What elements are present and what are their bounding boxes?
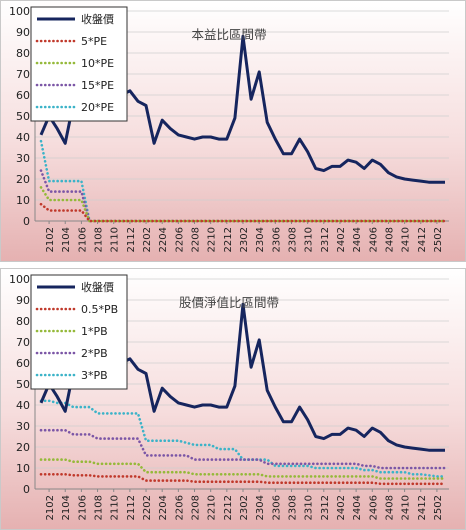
legend-box (30, 274, 128, 390)
x-tick-label: 2406 (368, 495, 379, 520)
x-tick-label: 2110 (110, 495, 121, 520)
x-tick-label: 2402 (336, 495, 347, 520)
y-tick-label: 20 (16, 441, 30, 454)
x-tick-label: 2412 (417, 227, 428, 252)
pb-band-chart: 0 10 20 30 40 50 60 70 80 90 100 2102 2104 2106 2108 21… (1, 269, 465, 529)
y-tick-label: 80 (16, 315, 30, 328)
y-tick-label: 20 (16, 173, 30, 186)
legend-label: 收盤價 (81, 280, 114, 294)
x-tick-label: 2206 (174, 227, 185, 252)
x-tick-label: 2404 (352, 227, 363, 252)
x-tick-label: 2112 (126, 227, 137, 252)
x-tick-label: 2406 (368, 227, 379, 252)
x-tick-label: 2302 (239, 227, 250, 252)
x-tick-label: 2210 (207, 495, 218, 520)
x-tick-label: 2306 (271, 495, 282, 520)
y-tick-label: 90 (16, 294, 30, 307)
legend-label: 5*PE (81, 35, 107, 48)
x-tick-label: 2102 (45, 495, 56, 520)
x-tick-label: 2308 (287, 495, 298, 520)
legend-label: 0.5*PB (81, 303, 118, 316)
x-tick-label: 2212 (223, 495, 234, 520)
pe-band-chart-panel: 0 10 20 30 40 50 60 70 80 90 100 2102 2104 2106 2108 21… (0, 0, 466, 262)
x-tick-label: 2210 (207, 227, 218, 252)
legend-label: 10*PE (81, 57, 114, 70)
legend-label: 20*PE (81, 101, 114, 114)
x-tick-label: 2410 (401, 495, 412, 520)
x-tick-label: 2312 (320, 495, 331, 520)
series-line (39, 399, 447, 478)
series-line (39, 202, 447, 223)
x-tick-label: 2312 (320, 227, 331, 252)
y-tick-label: 50 (16, 378, 30, 391)
x-tick-label: 2102 (45, 227, 56, 252)
y-tick-label: 40 (16, 131, 30, 144)
pb-band-chart-panel: 0 10 20 30 40 50 60 70 80 90 100 2102 2104 2106 2108 21… (0, 268, 466, 530)
x-tick-label: 2104 (61, 495, 72, 520)
y-tick-label: 60 (16, 89, 30, 102)
y-tick-label: 0 (23, 483, 30, 496)
series-line (39, 428, 447, 470)
x-tick-label: 2304 (255, 495, 266, 520)
y-tick-label: 70 (16, 68, 30, 81)
y-tick-label: 30 (16, 420, 30, 433)
x-tick-label: 2304 (255, 227, 266, 252)
x-tick-label: 2502 (433, 495, 444, 520)
x-tick-label: 2110 (110, 227, 121, 252)
x-tick-label: 2204 (158, 495, 169, 520)
y-tick-label: 90 (16, 26, 30, 39)
chart-title: 本益比區間帶 (191, 27, 266, 42)
x-tick-label: 2208 (191, 495, 202, 520)
x-tick-label: 2106 (77, 227, 88, 252)
x-tick-label: 2402 (336, 227, 347, 252)
x-tick-label: 2408 (384, 227, 395, 252)
x-tick-label: 2202 (142, 495, 153, 520)
y-tick-label: 50 (16, 110, 30, 123)
y-tick-label: 100 (9, 273, 30, 286)
y-tick-label: 30 (16, 152, 30, 165)
y-tick-label: 70 (16, 336, 30, 349)
pe-band-chart: 0 10 20 30 40 50 60 70 80 90 100 2102 2104 2106 2108 21… (1, 1, 465, 261)
x-tick-label: 2404 (352, 495, 363, 520)
x-tick-label: 2112 (126, 495, 137, 520)
x-tick-label: 2412 (417, 495, 428, 520)
legend-label: 1*PB (81, 325, 108, 338)
x-tick-label: 2308 (287, 227, 298, 252)
chart-title: 股價淨值比區間帶 (179, 295, 279, 310)
y-tick-label: 10 (16, 194, 30, 207)
legend-label: 15*PE (81, 79, 114, 92)
x-tick-label: 2106 (77, 495, 88, 520)
series-line (39, 458, 447, 480)
x-tick-label: 2104 (61, 227, 72, 252)
x-tick-label: 2310 (304, 495, 315, 520)
x-tick-label: 2502 (433, 227, 444, 252)
x-tick-label: 2108 (94, 227, 105, 252)
y-tick-label: 0 (23, 215, 30, 228)
legend-label: 收盤價 (81, 12, 114, 26)
x-tick-label: 2408 (384, 495, 395, 520)
y-tick-label: 10 (16, 462, 30, 475)
y-tick-label: 40 (16, 399, 30, 412)
x-tick-label: 2208 (191, 227, 202, 252)
x-tick-label: 2206 (174, 495, 185, 520)
x-tick-label: 2410 (401, 227, 412, 252)
x-tick-label: 2306 (271, 227, 282, 252)
x-tick-label: 2212 (223, 227, 234, 252)
y-tick-label: 60 (16, 357, 30, 370)
y-tick-label: 100 (9, 5, 30, 18)
legend-label: 3*PB (81, 369, 108, 382)
x-tick-label: 2202 (142, 227, 153, 252)
legend-label: 2*PB (81, 347, 108, 360)
x-tick-label: 2310 (304, 227, 315, 252)
x-tick-label: 2204 (158, 227, 169, 252)
y-tick-label: 80 (16, 47, 30, 60)
x-tick-label: 2302 (239, 495, 250, 520)
x-tick-label: 2108 (94, 495, 105, 520)
legend-box (30, 6, 128, 122)
